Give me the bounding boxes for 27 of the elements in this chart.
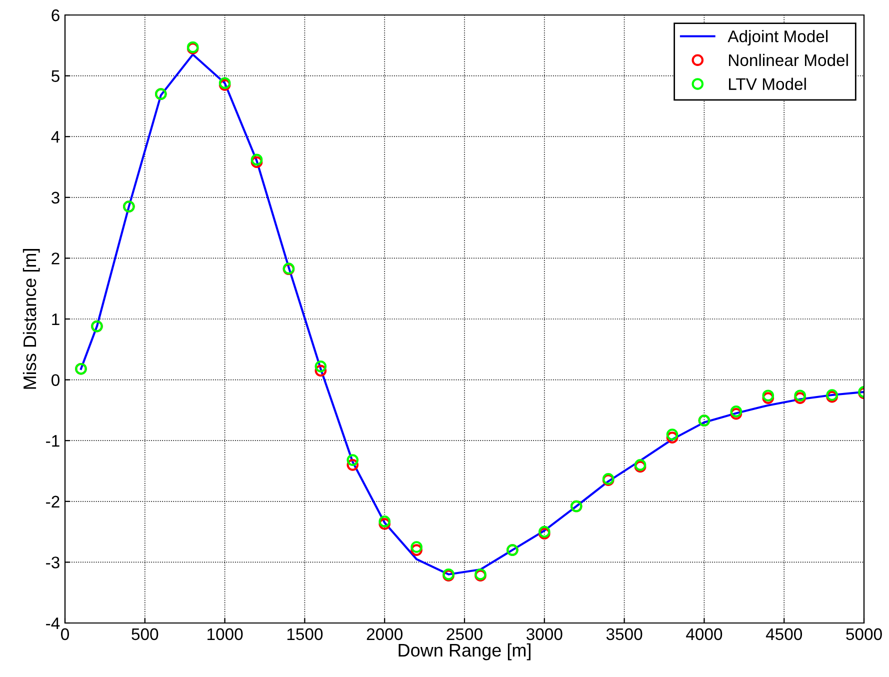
y-tick-label: 3 (52, 192, 60, 204)
y-tick-label: 6 (52, 9, 60, 22)
x-tick-label: 0 (61, 628, 69, 640)
x-tick-label: 1000 (208, 628, 243, 640)
y-tick-label: -4 (46, 618, 60, 630)
x-tick-label: 4000 (686, 628, 722, 640)
legend-label: LTV Model (729, 78, 806, 90)
y-tick-label: -3 (46, 556, 60, 568)
y-tick-label: -1 (46, 435, 60, 447)
y-axis-title: Miss Distance [m] (22, 249, 40, 389)
x-tick-label: 5000 (846, 628, 882, 640)
y-tick-label: 0 (52, 374, 60, 386)
x-tick-label: 3000 (526, 628, 562, 640)
x-tick-label: 2500 (446, 628, 482, 640)
y-tick-label: 4 (51, 131, 60, 143)
x-tick-label: 500 (132, 628, 158, 640)
y-tick-label: 1 (52, 314, 60, 326)
y-tick-label: 2 (52, 252, 60, 264)
legend-label: Adjoint Model (728, 30, 828, 46)
x-tick-label: 1500 (287, 628, 323, 640)
y-tick-label: 5 (52, 70, 60, 82)
legend-label: Nonlinear Model (729, 54, 848, 66)
x-axis-title: Down Range [m] (398, 643, 530, 660)
x-tick-label: 3500 (606, 628, 642, 640)
x-tick-label: 2000 (366, 628, 402, 640)
y-tick-label: -2 (46, 496, 60, 508)
x-tick-label: 4500 (766, 628, 802, 640)
